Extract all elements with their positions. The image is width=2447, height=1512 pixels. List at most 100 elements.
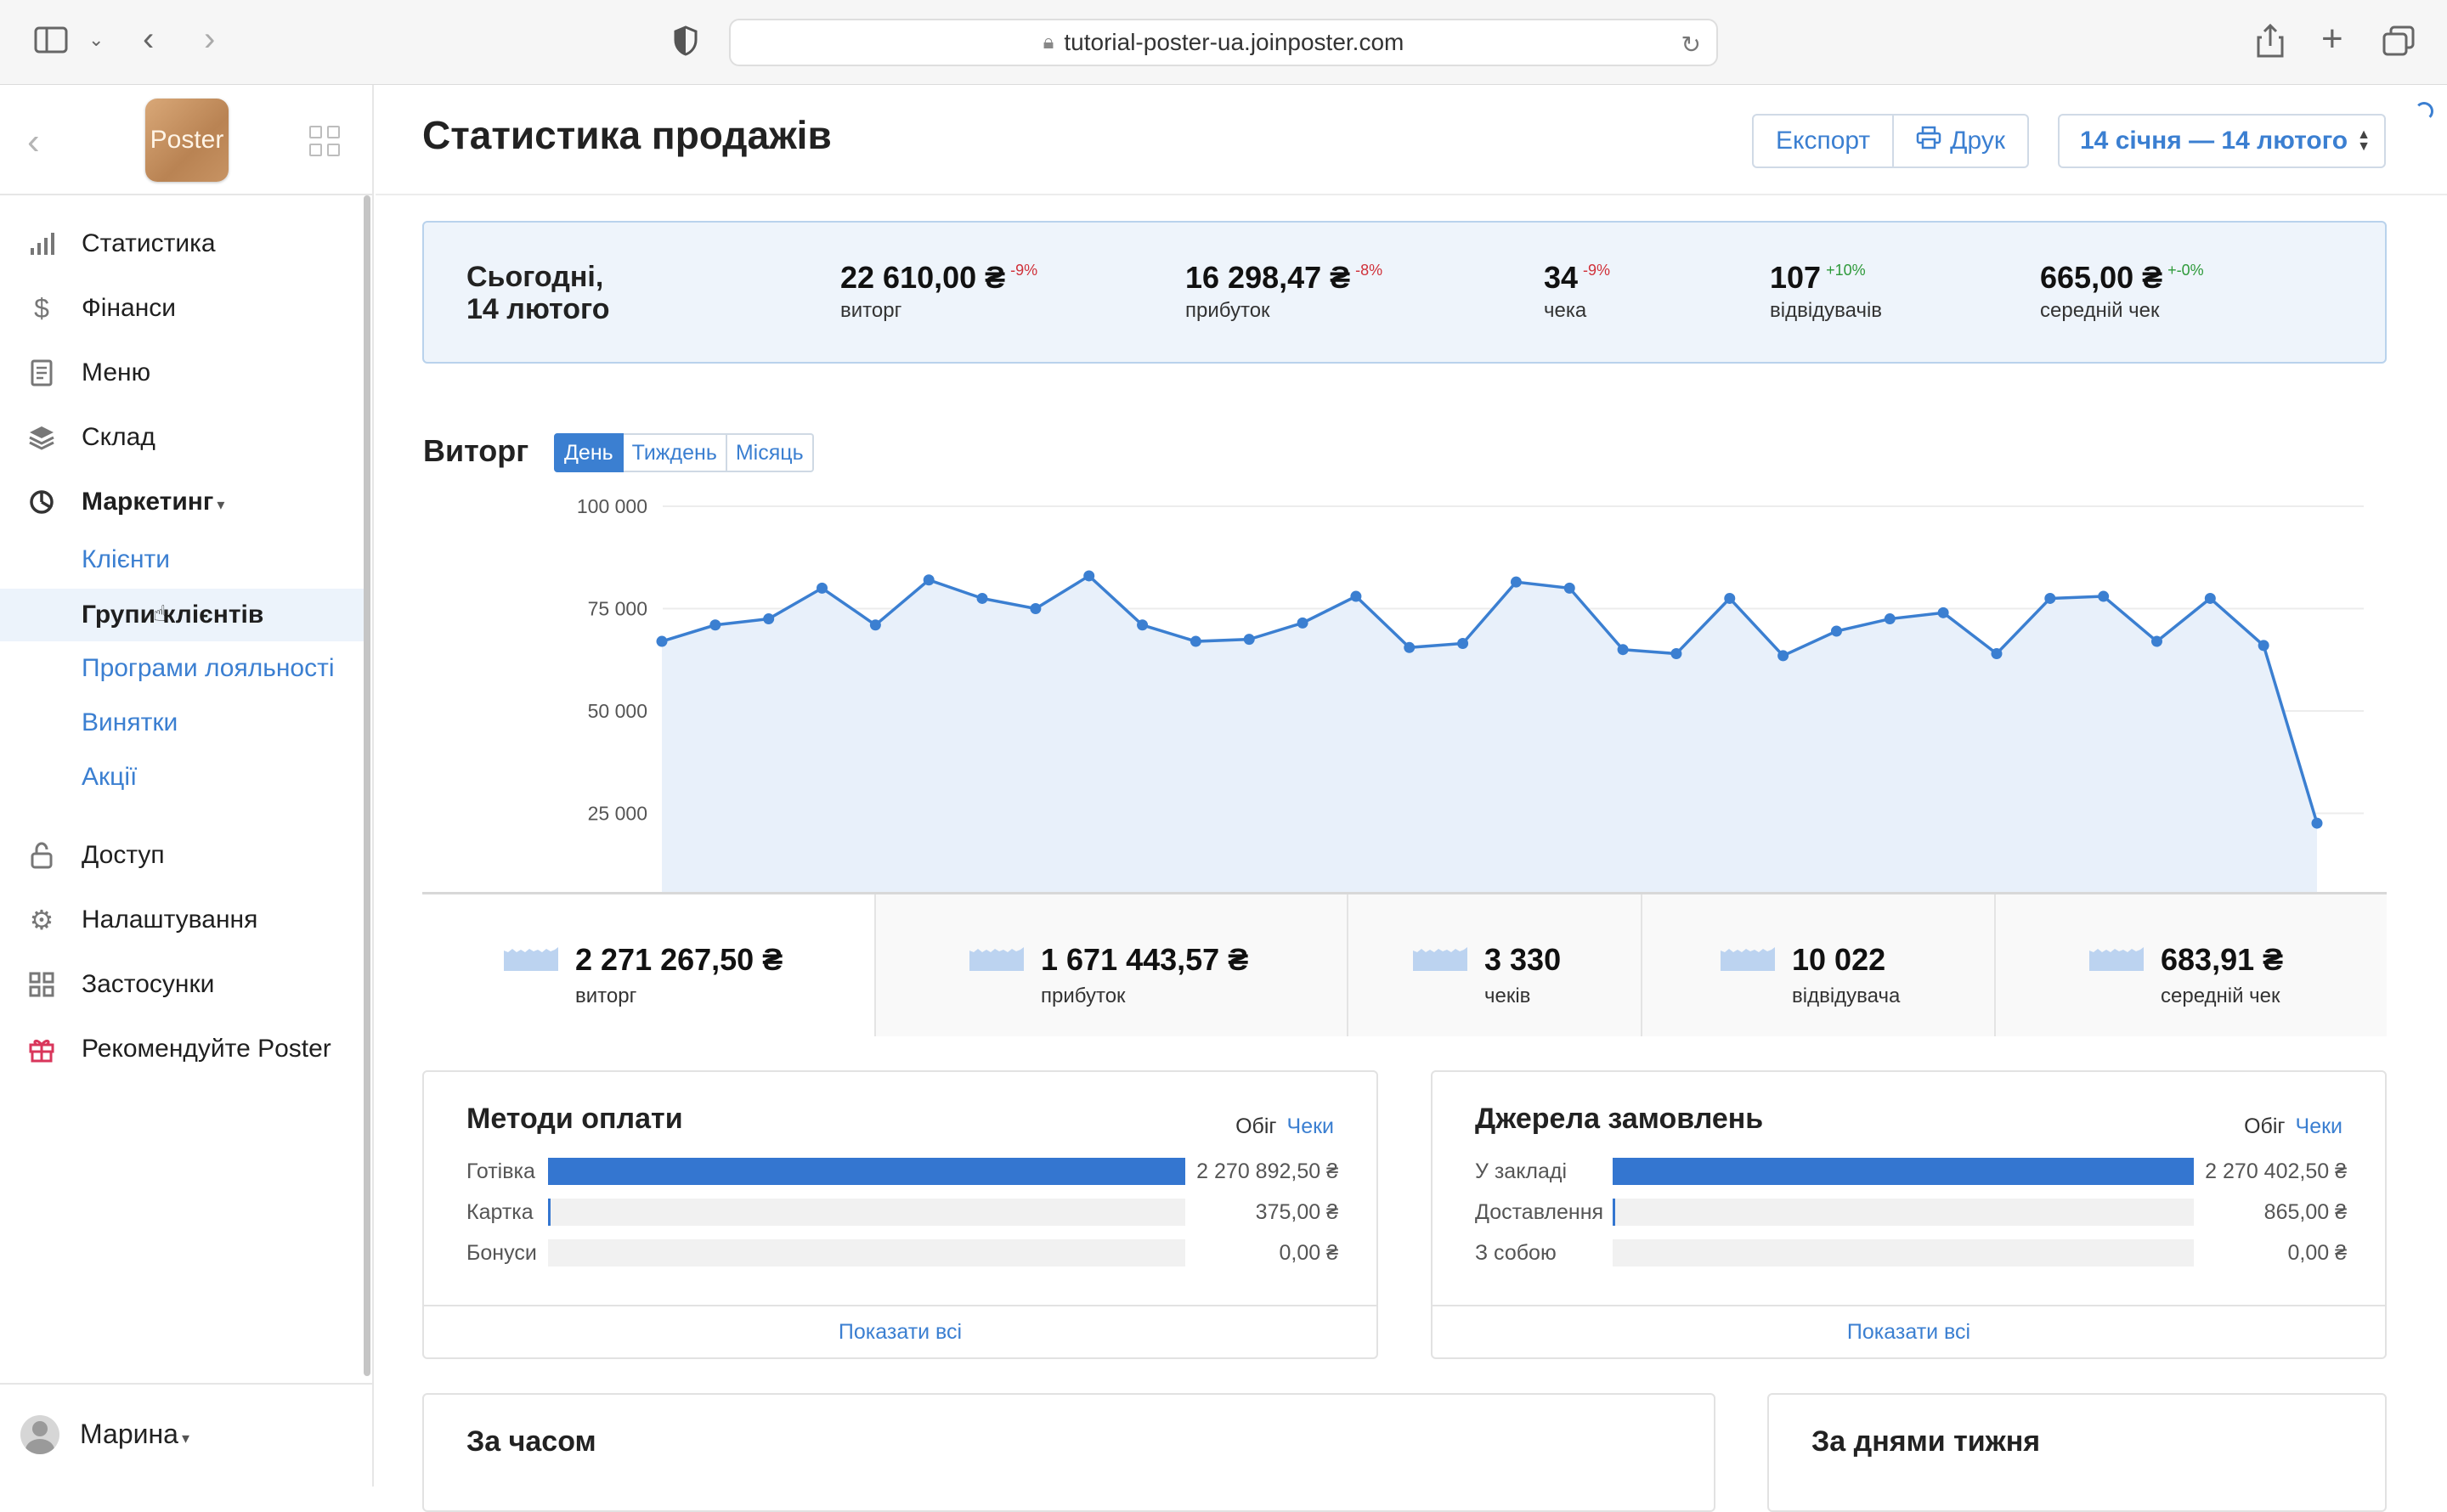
data-point (1404, 641, 1416, 653)
back-arrow-icon[interactable]: ‹ (143, 20, 155, 58)
sidebar-item-label: Застосунки (82, 970, 215, 998)
data-point (1190, 635, 1201, 647)
bar-value: 865,00 ₴ (2263, 1199, 2347, 1224)
sidebar-item-label: Маркетинг ▾ (82, 488, 225, 516)
data-point (1724, 592, 1736, 604)
page-title: Статистика продажів (422, 113, 832, 157)
total-average-check[interactable]: 683,91 ₴ середній чек (1994, 894, 2387, 1036)
metric-change: -8% (1355, 262, 1383, 279)
today-metric-profit: 16 298,47 ₴ -8% прибуток (1185, 260, 1382, 323)
bar-track (1613, 1158, 2194, 1185)
bar-label: Картка (466, 1199, 534, 1224)
today-summary: Сьогодні, 14 лютого 22 610,00 ₴ -9% витор… (422, 221, 2387, 364)
bar-row: Доставлення 865,00 ₴ (1475, 1198, 2347, 1227)
sidebar-item-menu[interactable]: Меню (0, 343, 367, 403)
total-visitors[interactable]: 10 022 відвідувача (1641, 894, 1994, 1036)
bar-fill (548, 1199, 551, 1226)
apps-grid-icon (27, 970, 56, 999)
sidebar-subitem-loyalty[interactable]: Програми лояльності (0, 642, 367, 695)
sidebar-subitem-label: Винятки (82, 708, 178, 736)
sidebar-item-settings[interactable]: ⚙ Налаштування (0, 890, 367, 950)
show-all-link[interactable]: Показати всі (424, 1305, 1376, 1357)
date-range-picker[interactable]: 14 січня — 14 лютого ▲ ▼ (2058, 114, 2386, 168)
metric-value: 22 610,00 ₴ (840, 260, 1006, 295)
tab-month[interactable]: Місяць (726, 433, 814, 472)
loading-spinner-icon (2415, 102, 2433, 121)
sidebar: ‹ Poster Статистика $ Фінанси Меню Склад… (0, 85, 374, 1487)
total-value: 683,91 ₴ (2161, 942, 2284, 977)
sparkline-icon (2089, 947, 2144, 971)
user-menu[interactable]: Марина ▾ (0, 1383, 374, 1487)
toggle-checks[interactable]: Чеки (1286, 1114, 1334, 1138)
toggle-checks[interactable]: Чеки (2295, 1114, 2342, 1138)
toggle-turnover[interactable]: Обіг (1235, 1114, 1277, 1138)
sidebar-scrollbar[interactable] (364, 195, 370, 1376)
sidebar-subitem-promotions[interactable]: Акції (0, 751, 367, 804)
bar-value: 0,00 ₴ (2287, 1240, 2347, 1265)
sidebar-item-statistics[interactable]: Статистика (0, 214, 367, 274)
sidebar-subitem-exceptions[interactable]: Винятки (0, 697, 367, 749)
sidebar-item-label: Доступ (82, 841, 165, 869)
caret-down-icon: ▾ (217, 496, 225, 513)
data-point (2150, 635, 2162, 647)
today-label: Сьогодні, 14 лютого (466, 261, 610, 325)
bar-label: З собою (1475, 1240, 1557, 1265)
print-button[interactable]: Друк (1894, 114, 2029, 168)
sidebar-item-marketing[interactable]: Маркетинг ▾ (0, 472, 367, 532)
total-checks[interactable]: 3 330 чеків (1347, 894, 1641, 1036)
metric-change: -9% (1010, 262, 1038, 279)
forward-arrow-icon[interactable]: › (204, 20, 216, 58)
card-title: За днями тижня (1811, 1425, 2041, 1458)
sidebar-item-warehouse[interactable]: Склад (0, 408, 367, 467)
data-point (2204, 592, 2216, 604)
address-bar[interactable]: 🔒︎ tutorial-poster-ua.joinposter.com ↻ (729, 19, 1718, 66)
poster-logo[interactable]: Poster (145, 99, 229, 182)
data-point (2258, 640, 2269, 652)
shield-icon[interactable] (673, 25, 698, 61)
data-point (1083, 570, 1095, 582)
sidebar-subitem-client-groups[interactable]: Групи клієнтів ☝︎ (0, 589, 367, 641)
url-text: tutorial-poster-ua.joinposter.com (1064, 29, 1404, 55)
collapse-sidebar-icon[interactable]: ‹ (27, 121, 40, 162)
sidebar-item-applications[interactable]: Застосунки (0, 955, 367, 1014)
data-point (1030, 603, 1042, 614)
y-tick-label: 100 000 (577, 495, 647, 517)
bar-chart-icon (27, 229, 56, 258)
bar-row: Готівка 2 270 892,50 ₴ (466, 1157, 1338, 1186)
share-icon[interactable] (2257, 23, 2284, 63)
main-content: Статистика продажів Експорт Друк 14 січн… (376, 85, 2447, 1512)
sidebar-item-finance[interactable]: $ Фінанси (0, 279, 367, 338)
data-point (1937, 606, 1949, 618)
total-profit[interactable]: 1 671 443,57 ₴ прибуток (874, 894, 1347, 1036)
show-all-link[interactable]: Показати всі (1433, 1305, 2385, 1357)
toggle-turnover[interactable]: Обіг (2244, 1114, 2286, 1138)
chevron-down-icon[interactable]: ⌄ (88, 29, 105, 50)
data-point (869, 619, 881, 631)
sidebar-item-access[interactable]: Доступ (0, 826, 367, 885)
metric-change: +-0% (2167, 262, 2204, 279)
data-point (763, 613, 775, 625)
apps-grid-icon[interactable] (309, 126, 340, 156)
bar-track (1613, 1239, 2194, 1267)
tab-day[interactable]: День (554, 433, 624, 472)
sidebar-item-recommend[interactable]: Рекомендуйте Poster (0, 1019, 367, 1079)
reload-icon[interactable]: ↻ (1681, 31, 1701, 58)
total-revenue[interactable]: 2 271 267,50 ₴ виторг (422, 894, 874, 1036)
data-point (1297, 617, 1308, 629)
new-tab-icon[interactable]: + (2321, 18, 2343, 59)
bar-value: 2 270 402,50 ₴ (2205, 1159, 2347, 1183)
export-button[interactable]: Експорт (1752, 114, 1895, 168)
sidebar-item-label: Рекомендуйте Poster (82, 1035, 331, 1063)
tabs-overview-icon[interactable] (2382, 25, 2415, 61)
data-point (656, 635, 668, 647)
tab-week[interactable]: Тиждень (623, 433, 727, 472)
sidebar-subitem-clients[interactable]: Клієнти (0, 533, 367, 586)
user-name: Марина ▾ (80, 1419, 189, 1449)
bar-label: У закладі (1475, 1159, 1568, 1183)
pie-icon (27, 488, 56, 516)
sidebar-toggle-icon[interactable] (34, 25, 68, 59)
data-point (1563, 582, 1575, 594)
data-point (1670, 648, 1682, 660)
total-value: 10 022 (1792, 942, 1886, 977)
